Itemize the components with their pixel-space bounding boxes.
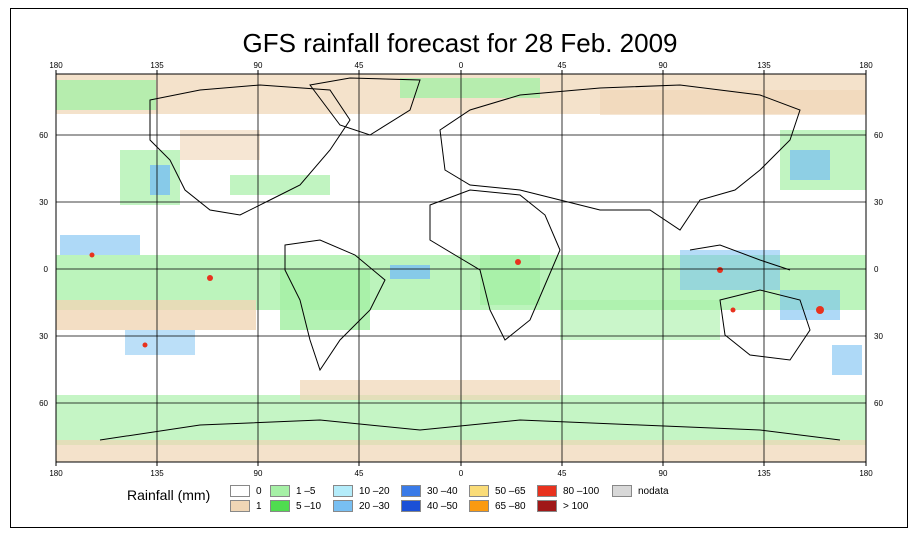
legend-swatch: [333, 500, 353, 512]
lat-label-left: 60: [39, 131, 48, 140]
continent-outlines: [99, 77, 841, 441]
lon-label-top: 135: [757, 61, 771, 70]
lat-label-right: 60: [874, 131, 883, 140]
legend-label: 0: [256, 486, 262, 497]
lon-label-bottom: 90: [659, 469, 668, 478]
lat-label-left: 30: [39, 332, 48, 341]
legend-swatch: [612, 485, 632, 497]
lon-label-bottom: 180: [859, 469, 873, 478]
legend-swatch: [401, 500, 421, 512]
lat-label-right: 30: [874, 332, 883, 341]
legend-swatch: [270, 485, 290, 497]
lat-label-right: 0: [874, 265, 879, 274]
tick-marks: [55, 70, 867, 466]
legend-label: 40 –50: [427, 501, 458, 512]
legend-label: 80 –100: [563, 486, 600, 497]
legend-label: 5 –10: [296, 501, 322, 512]
legend-label: 65 –80: [495, 501, 526, 512]
lon-label-bottom: 90: [254, 469, 263, 478]
lon-label-top: 0: [459, 61, 464, 70]
legend-swatch: [469, 485, 489, 497]
legend-swatch: [537, 500, 557, 512]
legend-label: 1: [256, 501, 262, 512]
legend-label: 50 –65: [495, 486, 526, 497]
legend-swatch: [230, 485, 250, 497]
lat-label-left: 0: [44, 265, 49, 274]
legend-label: 20 –30: [359, 501, 390, 512]
lon-label-bottom: 0: [459, 469, 464, 478]
legend-title: Rainfall (mm): [127, 487, 211, 503]
legend-swatch: [270, 500, 290, 512]
lon-label-bottom: 180: [49, 469, 63, 478]
legend-swatch: [537, 485, 557, 497]
lat-label-left: 60: [39, 399, 48, 408]
lon-label-bottom: 45: [558, 469, 567, 478]
lat-label-right: 30: [874, 198, 883, 207]
legend-swatch: [401, 485, 421, 497]
legend-swatch: [333, 485, 353, 497]
lat-label-left: 30: [39, 198, 48, 207]
legend-swatch: [230, 500, 250, 512]
lon-label-bottom: 135: [150, 469, 164, 478]
lon-label-top: 180: [49, 61, 63, 70]
legend-label: 30 –40: [427, 486, 458, 497]
lon-label-top: 180: [859, 61, 873, 70]
lon-label-top: 45: [355, 61, 364, 70]
graticule: [56, 74, 866, 462]
lat-label-right: 60: [874, 399, 883, 408]
lon-label-top: 90: [254, 61, 263, 70]
lon-label-top: 90: [659, 61, 668, 70]
legend-label: 10 –20: [359, 486, 390, 497]
lon-label-bottom: 135: [757, 469, 771, 478]
legend-label: nodata: [638, 486, 669, 497]
legend-swatch: [469, 500, 489, 512]
lon-label-top: 135: [150, 61, 164, 70]
lon-label-bottom: 45: [355, 469, 364, 478]
map-title: GFS rainfall forecast for 28 Feb. 2009: [242, 28, 678, 58]
lon-label-top: 45: [558, 61, 567, 70]
legend-label: > 100: [563, 501, 589, 512]
legend-label: 1 –5: [296, 486, 316, 497]
